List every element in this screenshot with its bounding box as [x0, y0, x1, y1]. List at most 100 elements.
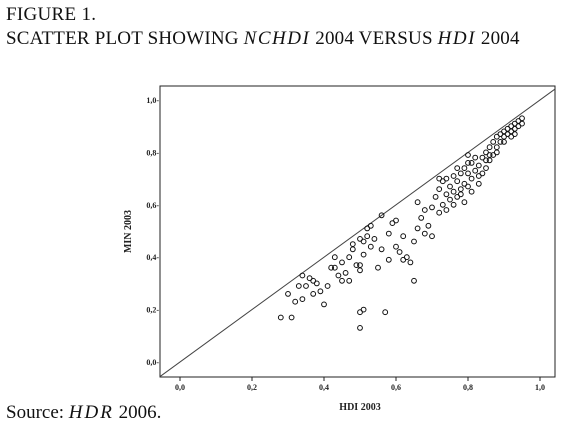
- y-tick-label: 1,0-: [146, 96, 159, 105]
- figure-label: FIGURE 1.: [6, 4, 97, 25]
- data-point: [432, 194, 439, 200]
- data-point: [414, 225, 421, 232]
- data-point: [486, 144, 493, 151]
- x-axis-label: HDI 2003: [339, 402, 380, 413]
- data-point: [468, 188, 475, 195]
- data-point: [447, 183, 453, 190]
- data-point: [357, 325, 363, 331]
- data-point: [313, 280, 320, 287]
- data-point: [331, 254, 338, 261]
- data-point: [450, 201, 457, 208]
- data-point: [457, 170, 464, 177]
- data-point: [385, 256, 392, 263]
- data-point: [508, 133, 515, 140]
- x-tick-label: 0,8: [463, 383, 473, 392]
- data-point: [429, 204, 435, 211]
- title-post: 2004: [475, 28, 520, 49]
- data-point: [497, 139, 504, 145]
- data-point: [349, 241, 356, 248]
- data-point: [475, 173, 482, 179]
- data-point: [454, 178, 461, 185]
- data-point: [385, 230, 392, 237]
- source-post: 2006.: [113, 402, 162, 423]
- data-point: [357, 267, 363, 274]
- data-point: [349, 246, 356, 253]
- data-point: [317, 288, 324, 295]
- data-point: [371, 236, 378, 242]
- data-point: [472, 167, 479, 174]
- data-point: [299, 272, 306, 279]
- data-point: [353, 262, 360, 269]
- data-point: [436, 209, 443, 216]
- data-point: [421, 207, 428, 213]
- data-point: [411, 277, 417, 284]
- data-point: [450, 188, 457, 195]
- data-point: [519, 115, 525, 122]
- data-point: [360, 238, 367, 245]
- data-point: [447, 196, 453, 203]
- data-point: [457, 186, 464, 193]
- data-point: [382, 309, 389, 316]
- data-point: [450, 173, 457, 179]
- data-point: [490, 139, 497, 145]
- x-tick-label: 1,0: [535, 383, 545, 392]
- data-point: [303, 283, 309, 289]
- y-tick-label: 0,6-: [146, 201, 159, 210]
- data-point: [475, 180, 482, 187]
- data-point: [364, 233, 371, 240]
- data-point: [436, 186, 443, 193]
- data-point: [393, 243, 399, 250]
- data-point: [339, 277, 345, 284]
- x-tick-label: 0,2: [247, 383, 257, 392]
- x-tick-label: 0,0: [175, 383, 185, 392]
- title-var-hdi: HDI: [437, 28, 476, 49]
- data-point: [493, 149, 500, 156]
- data-point: [407, 259, 414, 266]
- data-point: [454, 165, 461, 172]
- source-note: Source: HDR 2006.: [6, 402, 161, 424]
- data-point: [519, 120, 525, 127]
- data-point: [360, 251, 367, 258]
- data-point: [295, 283, 302, 289]
- data-point: [418, 215, 425, 221]
- data-point: [479, 154, 486, 161]
- data-point: [339, 259, 345, 266]
- data-point: [414, 199, 421, 206]
- data-point: [342, 270, 349, 276]
- reference-line: [159, 88, 556, 377]
- data-point: [411, 238, 417, 245]
- source-name: HDR: [68, 402, 114, 423]
- figure-title: SCATTER PLOT SHOWING NCHDI 2004 VERSUS H…: [6, 28, 520, 50]
- data-point: [501, 139, 507, 145]
- data-point: [396, 249, 403, 255]
- data-point: [465, 152, 471, 158]
- data-point: [285, 291, 291, 297]
- data-point: [483, 165, 489, 172]
- data-point: [468, 160, 475, 166]
- data-point: [436, 175, 443, 182]
- data-point: [292, 298, 299, 305]
- data-point: [277, 314, 284, 321]
- data-point: [475, 162, 482, 169]
- plot-frame: [159, 85, 556, 378]
- title-var-nchdi: NCHDI: [243, 28, 311, 49]
- y-tick-label: 0,0-: [146, 358, 159, 367]
- x-tick-label: 0,4: [319, 383, 329, 392]
- data-point: [400, 233, 407, 240]
- data-point: [425, 222, 432, 229]
- data-point: [443, 207, 450, 213]
- title-pre: SCATTER PLOT SHOWING: [6, 28, 244, 49]
- data-point: [378, 246, 385, 253]
- data-point: [324, 283, 331, 289]
- data-point: [465, 160, 471, 166]
- data-point: [472, 154, 479, 161]
- data-point: [310, 291, 317, 297]
- data-point: [457, 191, 464, 198]
- data-point: [331, 264, 338, 271]
- data-point: [367, 243, 374, 250]
- data-point: [378, 212, 385, 219]
- data-point: [493, 144, 500, 151]
- data-point: [321, 301, 327, 308]
- data-point: [486, 152, 493, 158]
- y-tick-label: 0,8-: [146, 148, 159, 157]
